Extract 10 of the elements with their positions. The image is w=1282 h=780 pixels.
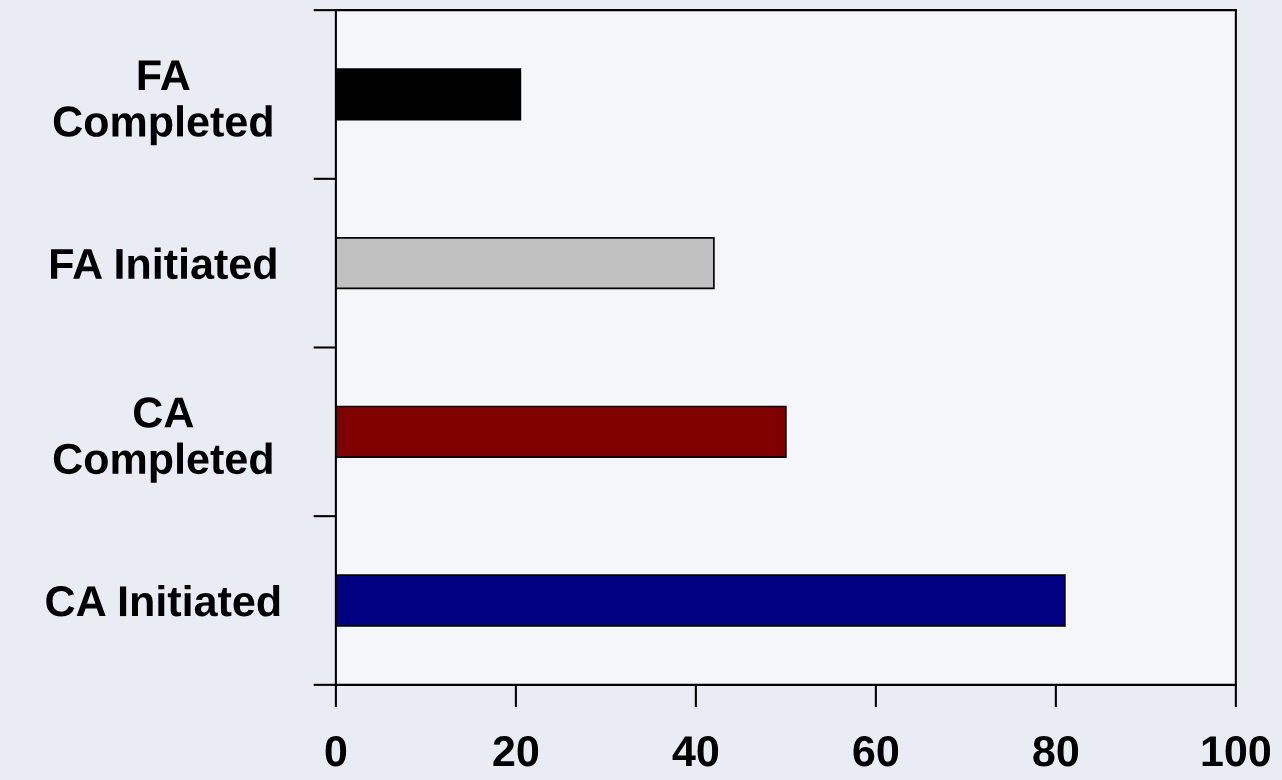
x-tick-label: 20 bbox=[493, 735, 539, 767]
x-tick-label: 100 bbox=[1202, 735, 1270, 767]
y-tick-label: FA Completed bbox=[53, 60, 272, 146]
x-tick-label: 40 bbox=[672, 735, 719, 767]
x-tick-label: 60 bbox=[853, 735, 899, 767]
y-tick-label: FA Initiated bbox=[51, 247, 276, 280]
y-tick-label: CA Completed bbox=[53, 397, 272, 483]
x-tick-label: 80 bbox=[1033, 735, 1079, 767]
x-tick-label: 0 bbox=[325, 735, 347, 767]
y-tick-label: CA Initiated bbox=[46, 584, 280, 617]
